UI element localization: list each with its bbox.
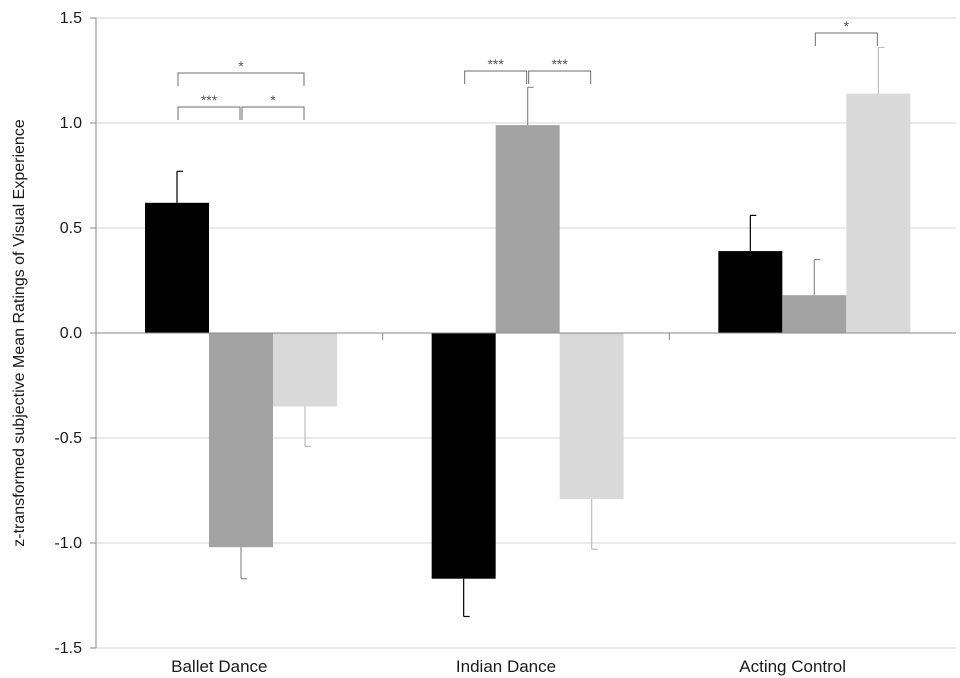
significance-bracket: ***: [177, 92, 241, 120]
bracket-line: [528, 70, 592, 84]
bar: [782, 295, 847, 333]
error-bars: [176, 46, 885, 618]
bracket-line: [814, 32, 878, 46]
bracket-line: [177, 72, 305, 86]
bracket-line: [241, 106, 305, 120]
bars: [145, 93, 911, 579]
significance-bracket: *: [814, 18, 878, 46]
significance-label: ***: [487, 56, 504, 72]
x-category-label: Ballet Dance: [171, 657, 267, 676]
x-category-label: Acting Control: [739, 657, 846, 676]
bar: [431, 333, 496, 579]
significance-bracket: ***: [528, 56, 592, 84]
y-tick-label: 1.0: [60, 115, 82, 132]
significance-bracket: ***: [464, 56, 528, 84]
bracket-line: [177, 106, 241, 120]
significance-brackets: **** **** ****: [177, 18, 878, 120]
y-tick-label: -1.5: [54, 640, 82, 657]
y-tick-label: -1.0: [54, 535, 82, 552]
axes: 1.5 1.0 0.5 0.0 -0.5 -1.0 -1.5 Ballet Dance Indi…: [54, 10, 956, 676]
significance-bracket: *: [241, 92, 305, 120]
bar: [209, 333, 273, 548]
bar: [273, 333, 337, 407]
bar: [718, 251, 783, 333]
y-axis-title: z-transformed subjective Mean Ratings of…: [11, 119, 28, 547]
bar: [145, 202, 209, 333]
significance-bracket: *: [177, 58, 305, 86]
significance-label: ***: [201, 92, 218, 108]
bar: [559, 333, 624, 499]
bar: [846, 93, 911, 333]
y-tick-label: 1.5: [60, 10, 82, 27]
y-tick-label: -0.5: [54, 430, 82, 447]
significance-label: *: [238, 58, 244, 74]
bracket-line: [464, 70, 528, 84]
significance-label: *: [844, 18, 850, 34]
significance-label: ***: [551, 56, 568, 72]
y-tick-label: 0.5: [60, 220, 82, 237]
x-category-label: Indian Dance: [456, 657, 556, 676]
significance-label: *: [270, 92, 276, 108]
y-tick-label: 0.0: [60, 325, 82, 342]
bar: [495, 125, 560, 333]
